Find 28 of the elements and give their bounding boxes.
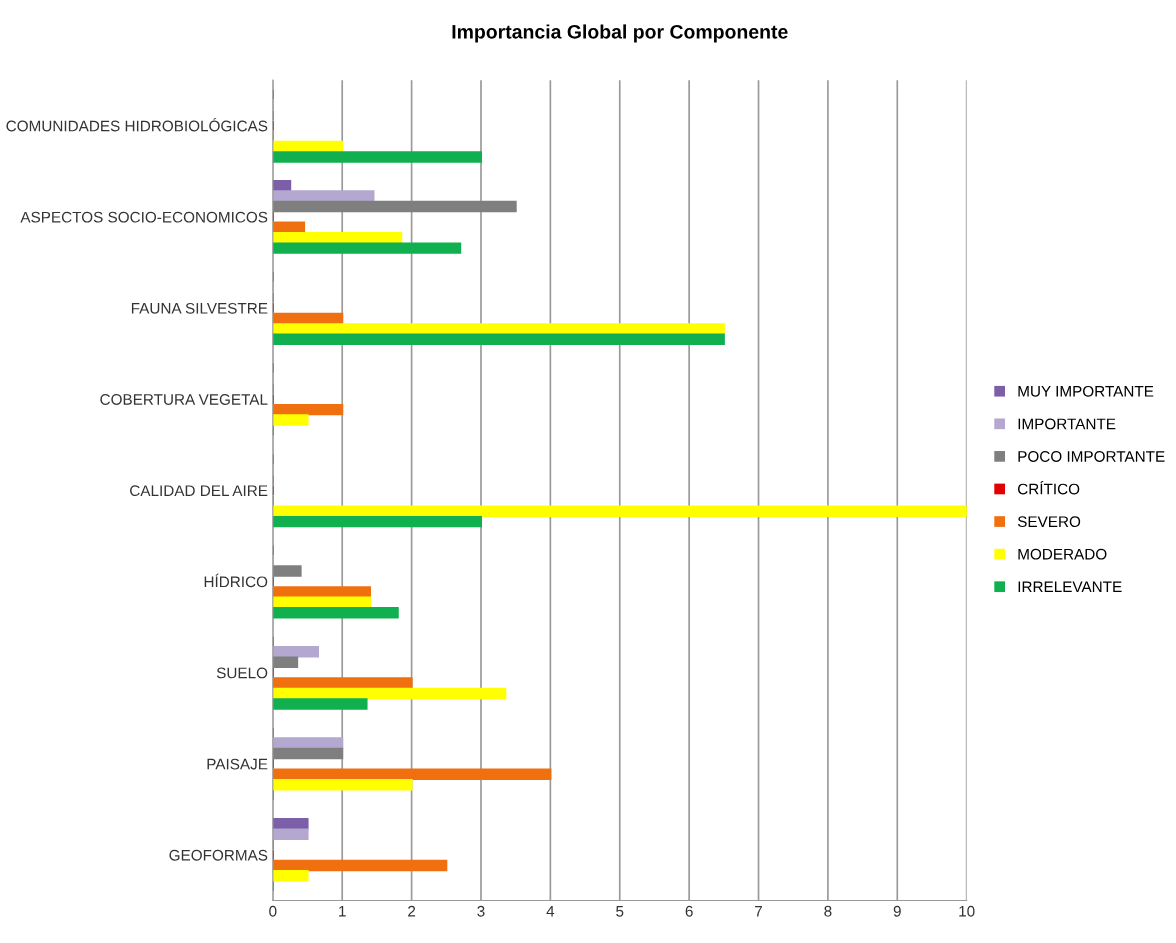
legend-label: SEVERO bbox=[1017, 516, 1081, 528]
x-tick-label: 9 bbox=[893, 905, 901, 917]
x-tick-label: 8 bbox=[824, 905, 832, 917]
y-tick-label: HÍDRICO bbox=[204, 573, 268, 588]
y-tick-label: SUELO bbox=[216, 667, 268, 679]
legend-label: IRRELEVANTE bbox=[1018, 581, 1122, 593]
y-tick-label: ASPECTOS SOCIO-ECONOMICOS bbox=[20, 211, 268, 223]
x-tick-label: 3 bbox=[477, 905, 485, 917]
y-tick-label: COBERTURA VEGETAL bbox=[100, 394, 268, 405]
x-tick-label: 6 bbox=[685, 905, 693, 917]
x-tick-label: 5 bbox=[616, 905, 624, 917]
x-tick-label: 10 bbox=[959, 905, 975, 917]
y-tick-label: FAUNA SILVESTRE bbox=[131, 302, 268, 314]
x-tick-label: 2 bbox=[408, 905, 416, 917]
chart-title: Importancia Global por Componente bbox=[452, 24, 788, 43]
y-tick-label: CALIDAD DEL AIRE bbox=[130, 485, 268, 497]
legend-label: POCO IMPORTANTE bbox=[1018, 451, 1165, 462]
x-tick-label: 0 bbox=[269, 905, 277, 917]
legend-label: IMPORTANTE bbox=[1018, 418, 1116, 430]
x-tick-label: 4 bbox=[546, 905, 555, 917]
x-tick-label: 1 bbox=[339, 905, 346, 917]
legend-label: MUY IMPORTANTE bbox=[1018, 385, 1154, 397]
legend-label: CRÍTICO bbox=[1017, 481, 1080, 495]
x-tick-label: 7 bbox=[755, 905, 762, 917]
y-tick-label: GEOFORMAS bbox=[169, 849, 268, 861]
y-tick-label: PAISAJE bbox=[207, 758, 268, 770]
legend-label: MODERADO bbox=[1018, 548, 1107, 560]
y-tick-label: COMUNIDADES HIDROBIOLÓGICAS bbox=[6, 118, 268, 132]
